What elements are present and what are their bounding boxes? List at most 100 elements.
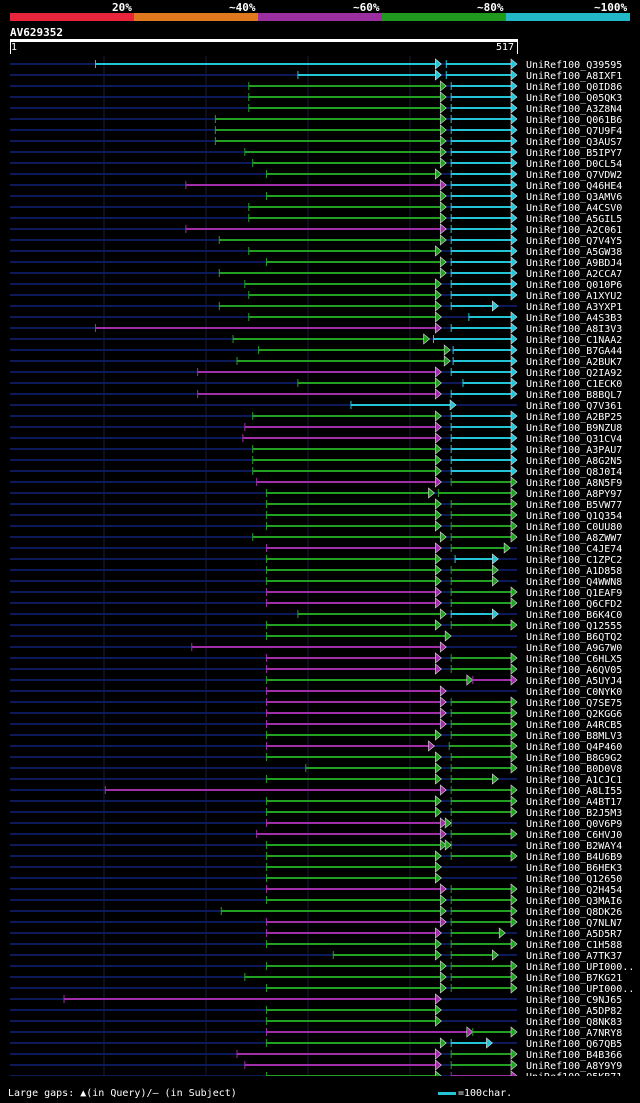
hit-row[interactable]: UniRef100_B5VW77 [10,498,622,511]
hit-label[interactable]: UniRef100_Q1EAF9 [526,588,622,599]
hit-row[interactable]: UniRef100_Q7NLN7 [10,916,622,929]
hit-row[interactable]: UniRef100_A4S3B3 [10,311,622,324]
hit-row[interactable]: UniRef100_B2WAY4 [10,839,622,852]
hit-row[interactable]: UniRef100_B4B366 [10,1048,622,1061]
hit-label[interactable]: UniRef100_B7GA44 [526,346,622,357]
hit-row[interactable]: UniRef100_C1ECK0 [10,377,622,390]
hit-row[interactable]: UniRef100_C4JE74 [10,542,622,555]
hit-row[interactable]: UniRef100_B7KG21 [10,971,622,984]
hit-row[interactable]: UniRef100_A8LI55 [10,784,622,797]
hit-row[interactable]: UniRef100_A6QV05 [10,663,622,676]
hit-label[interactable]: UniRef100_Q7V361 [526,401,622,412]
hit-row[interactable]: UniRef100_A3YXP1 [10,300,622,313]
hit-row[interactable]: UniRef100_Q0ID86 [10,80,622,93]
hit-row[interactable]: UniRef100_B5IPY7 [10,146,622,159]
hit-label[interactable]: UniRef100_A7NRY8 [526,1028,622,1039]
hit-label[interactable]: UniRef100_Q0ID86 [526,82,622,93]
hit-row[interactable]: UniRef100_A7TK37 [10,949,622,962]
hit-row[interactable]: UniRef100_C0NYK0 [10,685,622,698]
hit-row[interactable]: UniRef100_C6HLX5 [10,652,622,665]
hit-row[interactable]: UniRef100_C0UU80 [10,520,622,533]
hit-label[interactable]: UniRef100_Q31CV4 [526,434,622,445]
hit-label[interactable]: UniRef100_Q7VDW2 [526,170,622,181]
hit-row[interactable]: UniRef100_B4U6B9 [10,850,622,863]
hit-row[interactable]: UniRef100_A5UYJ4 [10,674,622,687]
hit-label[interactable]: UniRef100_Q12555 [526,621,622,632]
hit-row[interactable]: UniRef100_A4RCB5 [10,718,622,731]
hit-label[interactable]: UniRef100_B5IPY7 [526,148,622,159]
hit-row[interactable]: UniRef100_A5DP82 [10,1004,622,1017]
hit-label[interactable]: UniRef100_Q7SE75 [526,698,622,709]
hit-label[interactable]: UniRef100_Q4P460 [526,742,622,753]
hit-label[interactable]: UniRef100_A4CSV0 [526,203,622,214]
hit-label[interactable]: UniRef100_A8N5F9 [526,478,622,489]
hit-row[interactable]: UniRef100_A2CCA7 [10,267,622,280]
hit-row[interactable]: UniRef100_Q4P460 [10,740,622,753]
hit-row[interactable]: UniRef100_Q67QB5 [10,1037,622,1050]
hit-row[interactable]: UniRef100_A9G7W0 [10,641,622,654]
hit-label[interactable]: UniRef100_A5DP82 [526,1006,622,1017]
hit-label[interactable]: UniRef100_C0NYK0 [526,687,622,698]
hit-row[interactable]: UniRef100_A2C061 [10,223,622,236]
hit-row[interactable]: UniRef100_A5GW38 [10,245,622,258]
hit-label[interactable]: UniRef100_B9NZU8 [526,423,622,434]
hit-row[interactable]: UniRef100_A8Y9Y9 [10,1059,622,1072]
hit-label[interactable]: UniRef100_Q061B6 [526,115,622,126]
hit-row[interactable]: UniRef100_Q05QK3 [10,91,622,104]
hit-row[interactable]: UniRef100_A3Z8N4 [10,102,622,115]
hit-row[interactable]: UniRef100_A4BT17 [10,795,622,808]
hit-label[interactable]: UniRef100_C1ZPC2 [526,555,622,566]
hit-label[interactable]: UniRef100_Q0V6P9 [526,819,622,830]
hit-row[interactable]: UniRef100_Q31CV4 [10,432,622,445]
hit-row[interactable]: UniRef100_Q2KGG6 [10,707,622,720]
hit-row[interactable]: UniRef100_A8ZWW7 [10,531,622,544]
hit-row[interactable]: UniRef100_C6HVJ0 [10,828,622,841]
hit-label[interactable]: UniRef100_A8LI55 [526,786,622,797]
hit-row[interactable]: UniRef100_B8G9G2 [10,751,622,764]
hit-label[interactable]: UniRef100_A9BDJ4 [526,258,622,269]
hit-row[interactable]: UniRef100_B0D0V8 [10,762,622,775]
hit-row[interactable]: UniRef100_Q7VDW2 [10,168,622,181]
hit-label[interactable]: UniRef100_A8I3V3 [526,324,622,335]
hit-row[interactable]: UniRef100_Q010P6 [10,278,622,291]
hit-row[interactable]: UniRef100_Q46HE4 [10,179,622,192]
hit-row[interactable]: UniRef100_A2BP25 [10,410,622,423]
hit-label[interactable]: UniRef100_A7TK37 [526,951,622,962]
hit-row[interactable]: UniRef100_A8I3V3 [10,322,622,335]
hit-label[interactable]: UniRef100_C1H588 [526,940,622,951]
hit-row[interactable]: UniRef100_A8PY97 [10,487,622,500]
hit-label[interactable]: UniRef100_C1ECK0 [526,379,622,390]
hit-label[interactable]: UniRef100_A4BT17 [526,797,622,808]
hit-row[interactable]: UniRef100_Q8NK83 [10,1015,622,1028]
hit-row[interactable]: UniRef100_B8BQL7 [10,388,622,401]
hit-row[interactable]: UniRef100_A1XYU2 [10,289,622,302]
hit-label[interactable]: UniRef100_Q39595 [526,60,622,71]
hit-label[interactable]: UniRef100_B2WAY4 [526,841,622,852]
hit-row[interactable]: UniRef100_C1H588 [10,938,622,951]
hit-label[interactable]: UniRef100_Q67QB5 [526,1039,622,1050]
hit-label[interactable]: UniRef100_A3YXP1 [526,302,622,313]
hit-label[interactable]: UniRef100_B8MLV3 [526,731,622,742]
hit-label[interactable]: UniRef100_A5GIL5 [526,214,622,225]
hit-label[interactable]: UniRef100_A5GW38 [526,247,622,258]
hit-label[interactable]: UniRef100_B5VW77 [526,500,622,511]
hit-label[interactable]: UniRef100_A8IXF1 [526,71,622,82]
hit-label[interactable]: UniRef100_C0UU80 [526,522,622,533]
hit-row[interactable]: UniRef100_B9NZU8 [10,421,622,434]
hit-label[interactable]: UniRef100_A2C061 [526,225,622,236]
hit-row[interactable]: UniRef100_B6HEK3 [10,861,622,874]
hit-label[interactable]: UniRef100_Q05QK3 [526,93,622,104]
hit-row[interactable]: UniRef100_Q7U9F4 [10,124,622,137]
hit-row[interactable]: UniRef100_A5GIL5 [10,212,622,225]
hit-row[interactable]: UniRef100_Q1Q354 [10,509,622,522]
hit-label[interactable]: UniRef100_Q3MAI6 [526,896,622,907]
hit-row[interactable]: UniRef100_B7GA44 [10,344,622,357]
hit-label[interactable]: UniRef100_A2BUK7 [526,357,622,368]
hit-row[interactable]: UniRef100_A7NRY8 [10,1026,622,1039]
hit-label[interactable]: UniRef100_B6HEK3 [526,863,622,874]
hit-row[interactable]: UniRef100_Q2IA92 [10,366,622,379]
hit-row[interactable]: UniRef100_D0CL54 [10,157,622,170]
hit-label[interactable]: UniRef100_C6HLX5 [526,654,622,665]
hit-label[interactable]: UniRef100_A8Y9Y9 [526,1061,622,1072]
hit-label[interactable]: UniRef100_C1NAA2 [526,335,622,346]
